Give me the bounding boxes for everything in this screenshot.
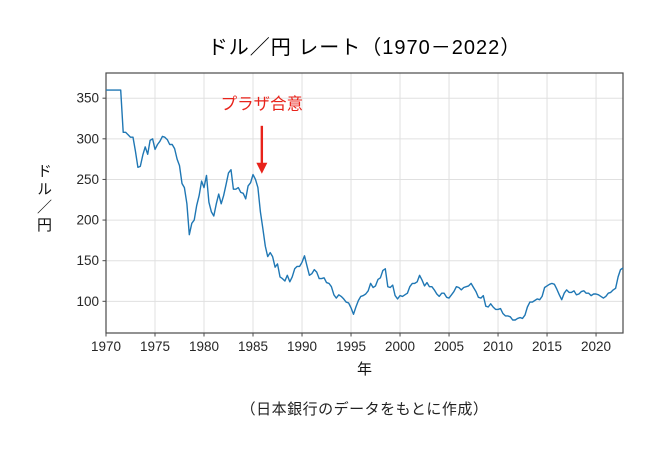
y-tick-label: 300	[76, 131, 99, 146]
y-tick-label: 350	[76, 91, 99, 106]
y-tick-label: 150	[76, 253, 99, 268]
source-caption: （日本銀行のデータをもとに作成）	[240, 401, 489, 418]
x-tick-label: 1995	[336, 339, 366, 354]
x-tick-label: 1985	[238, 339, 268, 354]
x-tick-label: 2020	[581, 339, 611, 354]
x-tick-label: 2005	[434, 339, 464, 354]
y-tick-label: 100	[76, 294, 99, 309]
x-tick-label: 1970	[91, 339, 121, 354]
annotation-plaza-accord-label: プラザ合意	[221, 95, 304, 114]
annotation-arrow-head	[256, 162, 268, 174]
chart-title: ドル／円 レート（1970－2022）	[207, 37, 522, 59]
x-tick-label: 2015	[532, 339, 562, 354]
x-tick-label: 2010	[483, 339, 513, 354]
y-tick-label: 200	[76, 213, 99, 228]
usdjpy-line-series	[106, 89, 624, 321]
x-axis-label: 年	[356, 361, 372, 378]
plot-border	[105, 72, 624, 334]
y-tick-label: 250	[76, 172, 99, 187]
x-tick-label: 1980	[189, 339, 219, 354]
y-axis-label: ドル／円	[35, 163, 52, 235]
x-tick-label: 1990	[287, 339, 317, 354]
x-tick-label: 2000	[385, 339, 415, 354]
x-tick-label: 1975	[140, 339, 170, 354]
